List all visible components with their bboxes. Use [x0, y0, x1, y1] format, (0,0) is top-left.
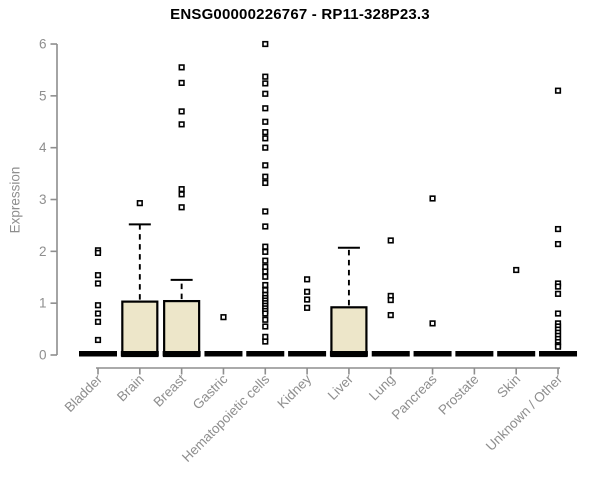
y-tick-label: 2: [39, 244, 47, 259]
outlier-point: [178, 186, 185, 193]
outlier-point: [262, 162, 269, 169]
outlier-point: [303, 296, 311, 303]
outlier-point: [554, 343, 562, 350]
median-bar: [79, 351, 117, 357]
x-tick-label: Gastric: [190, 371, 231, 412]
outlier-point: [262, 223, 269, 230]
outlier-point: [94, 336, 102, 344]
outlier-point: [262, 248, 269, 255]
outlier-point: [94, 272, 102, 279]
outlier-point: [178, 79, 185, 86]
outlier-point: [387, 311, 394, 319]
outlier-point: [262, 179, 269, 187]
box-liver: [330, 306, 368, 358]
outlier-point: [262, 208, 269, 215]
y-tick-label: 1: [39, 296, 47, 311]
outlier-point: [387, 237, 394, 244]
median-bar: [497, 351, 536, 357]
outlier-point: [262, 40, 269, 48]
outlier-point: [262, 129, 269, 136]
x-tick-label: Unknown / Other: [483, 371, 566, 454]
x-tick-label: Pancreas: [389, 371, 440, 422]
outlier-point: [262, 118, 269, 125]
y-tick-label: 6: [39, 37, 47, 52]
outlier-point: [554, 87, 562, 94]
x-tick-label: Lung: [366, 372, 398, 404]
x-tick-label: Breast: [151, 371, 189, 409]
box-brain: [121, 300, 159, 358]
x-tick-label: Brain: [114, 372, 147, 405]
outlier-point: [387, 296, 394, 304]
outlier-point: [554, 240, 562, 248]
outlier-point: [262, 281, 269, 289]
outlier-point: [94, 318, 102, 325]
outlier-point: [94, 302, 102, 309]
outlier-point: [262, 323, 269, 330]
x-tick-label: Prostate: [435, 372, 481, 418]
median-bar: [371, 351, 410, 357]
median-bar: [539, 351, 578, 357]
outlier-point: [262, 105, 269, 112]
outlier-point: [94, 310, 102, 317]
outlier-point: [262, 144, 269, 151]
outlier-point: [178, 64, 185, 71]
outlier-point: [262, 80, 269, 87]
outlier-point: [303, 304, 311, 311]
outlier-point: [178, 204, 185, 211]
outlier-point: [262, 310, 269, 317]
y-tick-label: 5: [39, 88, 47, 103]
outlier-point: [262, 90, 269, 97]
outlier-point: [513, 266, 520, 274]
median-bar: [455, 351, 494, 357]
outlier-point: [94, 280, 102, 287]
outlier-point: [220, 314, 227, 321]
median-bar: [288, 351, 327, 357]
median-bar: [329, 351, 368, 357]
outlier-point: [262, 316, 269, 323]
outlier-point: [303, 276, 311, 283]
median-bar: [120, 351, 159, 357]
outlier-point: [262, 73, 269, 80]
outlier-point: [262, 173, 269, 180]
outlier-point: [178, 191, 185, 198]
x-tick-label: Skin: [494, 372, 523, 401]
outlier-point: [429, 320, 436, 327]
outlier-point: [262, 135, 269, 142]
outlier-point: [429, 195, 436, 202]
outlier-point: [94, 249, 102, 256]
outlier-point: [262, 268, 269, 275]
x-tick-label: Bladder: [62, 371, 106, 415]
outlier-point: [262, 338, 269, 345]
median-bar: [204, 351, 243, 357]
outlier-point: [262, 273, 269, 280]
median-bar: [162, 351, 201, 357]
outlier-point: [262, 243, 269, 250]
outlier-point: [136, 200, 143, 207]
y-tick-label: 4: [39, 140, 47, 155]
y-tick-label: 0: [39, 348, 47, 363]
outlier-point: [554, 283, 562, 290]
median-bar: [413, 351, 452, 357]
outlier-point: [554, 225, 562, 233]
x-tick-label: Liver: [325, 371, 357, 403]
chart-title: ENSG00000226767 - RP11-328P23.3: [170, 6, 430, 23]
median-bar: [246, 351, 285, 357]
box-breast: [163, 299, 201, 358]
outlier-point: [262, 257, 269, 264]
outlier-point: [178, 108, 185, 115]
outlier-point: [303, 288, 311, 295]
outlier-point: [554, 290, 562, 297]
outlier-point: [554, 310, 562, 317]
outlier-point: [178, 121, 185, 128]
x-tick-label: Kidney: [274, 371, 314, 411]
y-tick-label: 3: [39, 192, 47, 207]
